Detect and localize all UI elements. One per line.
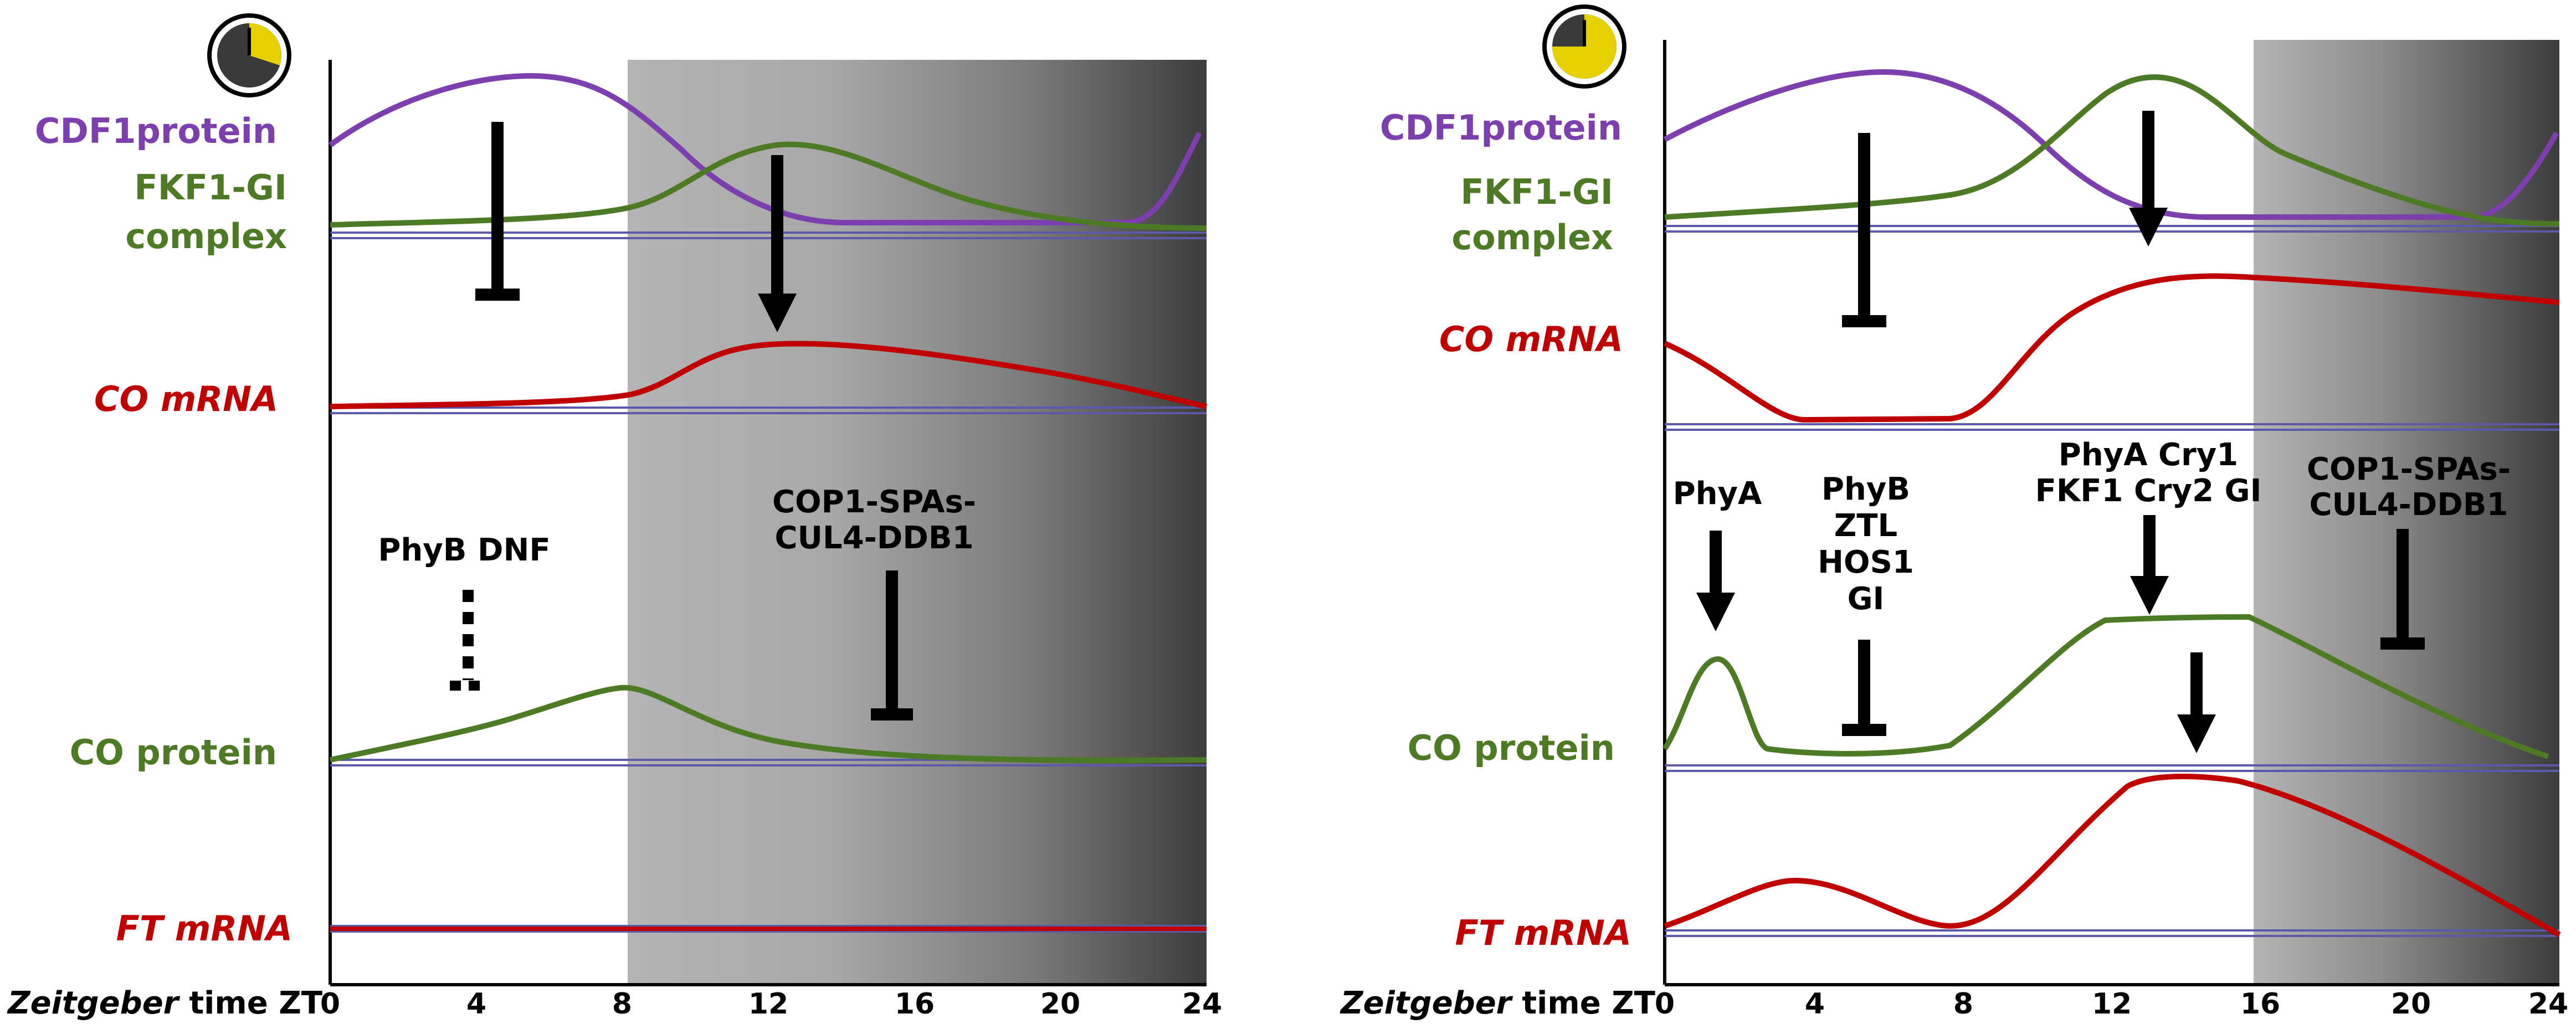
left-tick-label: 8: [612, 987, 632, 1021]
right-cop1-annotation-line2: CUL4-DDB1: [2309, 487, 2508, 523]
left-phyb-dnf-annotation: PhyB DNF: [378, 532, 550, 568]
right-baselines: [1665, 225, 2559, 937]
right-cdf1-label: CDF1protein: [1380, 107, 1622, 148]
right-tick-label: 8: [1953, 987, 1973, 1021]
right-co-protein-curve: [1662, 614, 2549, 759]
right-phyb-inhibition-symbol: [1842, 640, 1886, 736]
left-cdf1-inhibition-symbol: [475, 122, 520, 301]
right-fkf1-activation-arrow: [2129, 111, 2168, 246]
right-ft-mrna-label: FT mRNA: [1455, 913, 1631, 953]
left-tick-label: 4: [466, 987, 486, 1021]
right-tick-label: 24: [2528, 987, 2568, 1021]
right-cdf1-inhibition-symbol: [1842, 133, 1886, 327]
left-co-protein-curve: [329, 685, 1207, 763]
right-phya-cry-annotation-line1: PhyA Cry1: [2059, 437, 2238, 473]
right-axis-title-italic: Zeitgeber: [1340, 985, 1513, 1021]
left-tick-label: 24: [1182, 987, 1222, 1021]
left-phyb-dashed-inhibition: [450, 590, 486, 691]
clock-icon: [207, 13, 291, 97]
right-phya-annotation: PhyA: [1673, 476, 1762, 512]
right-fkf1-label-line2: complex: [1451, 217, 1613, 258]
right-co-protein-to-ft-arrow: [2177, 652, 2216, 753]
left-cop1-inhibition-symbol: [871, 570, 913, 721]
right-tick-label: 4: [1805, 987, 1825, 1021]
right-x-ticks: 0 4 8 12 16 20 24: [1655, 987, 2568, 1021]
right-axis-title: Zeitgeber time ZT: [1340, 985, 1655, 1021]
right-phyb-annotation-line1: PhyB: [1821, 471, 1910, 507]
right-phya-activation-arrow: [1696, 531, 1735, 631]
left-panel: CDF1protein FKF1-GI complex CO mRNA CO p…: [7, 13, 1222, 1021]
right-phyb-annotation-line4: GI: [1848, 581, 1885, 617]
right-tick-label: 16: [2240, 987, 2280, 1021]
right-ft-mrna-curve: [1664, 774, 2561, 938]
right-tick-label: 0: [1655, 987, 1675, 1021]
right-phyb-annotation-line2: ZTL: [1834, 508, 1898, 544]
right-phya-cry-annotation-line2: FKF1 Cry2 GI: [2035, 473, 2262, 509]
left-cop1-annotation-line2: CUL4-DDB1: [774, 520, 973, 556]
left-cdf1-curve: [329, 73, 1202, 225]
left-tick-label: 0: [320, 987, 340, 1021]
left-co-protein-label: CO protein: [70, 732, 277, 773]
left-co-mrna-curve: [330, 341, 1208, 409]
left-tick-label: 12: [748, 987, 788, 1021]
left-x-ticks: 0 4 8 12 16 20 24: [320, 987, 1222, 1021]
right-co-mrna-label: CO mRNA: [1439, 319, 1623, 359]
left-cdf1-label: CDF1protein: [35, 111, 277, 151]
left-fkf1-label-line2: complex: [125, 216, 287, 256]
clock-icon: [1542, 4, 1626, 89]
left-axis-title-italic: Zeitgeber: [7, 985, 181, 1021]
right-axis-title-rest: time ZT: [1522, 985, 1655, 1021]
left-tick-label: 20: [1040, 987, 1080, 1021]
left-co-mrna-label: CO mRNA: [94, 379, 278, 419]
left-axis-title-rest: time ZT: [189, 985, 322, 1021]
right-fkf1-curve: [1664, 74, 2560, 227]
right-fkf1-label-line1: FKF1-GI: [1460, 172, 1613, 212]
left-tick-label: 16: [895, 987, 935, 1021]
right-cdf1-curve: [1663, 69, 2559, 220]
right-co-protein-label: CO protein: [1408, 728, 1615, 768]
left-baselines: [330, 231, 1207, 933]
right-tick-label: 20: [2391, 987, 2431, 1021]
right-tick-label: 12: [2092, 987, 2132, 1021]
left-axis-title: Zeitgeber time ZT: [7, 985, 322, 1021]
right-panel: CDF1protein FKF1-GI complex CO mRNA CO p…: [1340, 4, 2568, 1021]
left-cop1-annotation-line1: COP1-SPAs-: [772, 484, 976, 520]
left-night-shading: [628, 60, 1207, 985]
left-fkf1-curve: [330, 141, 1207, 231]
left-fkf1-activation-arrow: [758, 155, 797, 332]
right-phya-cry-activation-arrow: [2130, 515, 2169, 615]
right-co-mrna-curve: [1664, 273, 2560, 423]
right-cop1-annotation-line1: COP1-SPAs-: [2307, 451, 2511, 487]
right-cop1-inhibition-symbol: [2380, 529, 2425, 650]
left-ft-mrna-label: FT mRNA: [116, 908, 293, 949]
right-phyb-annotation-line3: HOS1: [1818, 544, 1914, 580]
left-fkf1-label-line1: FKF1-GI: [134, 167, 287, 208]
